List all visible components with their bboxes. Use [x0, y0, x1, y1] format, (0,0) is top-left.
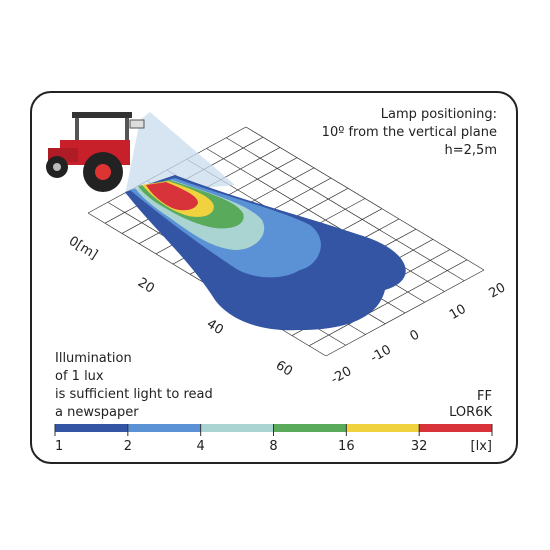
note: Illumination of 1 lux is sufficient ligh…: [55, 351, 213, 420]
distance-label: 20: [135, 275, 157, 296]
scale-label: 4: [197, 439, 205, 454]
grid-line: [226, 137, 465, 282]
color-scale: 1 2 4 8 16 32 [lx]: [54, 424, 493, 454]
header-line: h=2,5m: [445, 143, 497, 158]
note-line: a newspaper: [55, 405, 139, 420]
header: Lamp positioning: 10º from the vertical …: [322, 107, 497, 158]
header-line: 10º from the vertical plane: [322, 125, 497, 140]
distance-label: 40: [204, 317, 226, 338]
scale-segment: [127, 424, 201, 432]
note-line: of 1 lux: [55, 369, 104, 384]
scale-segment: [273, 424, 347, 432]
scale-segment: [200, 424, 274, 432]
scale-segment: [55, 424, 128, 432]
header-line: Lamp positioning:: [381, 107, 497, 122]
grid-line: [245, 126, 485, 271]
scale-label: 1: [55, 439, 63, 454]
scale-label: 8: [269, 439, 277, 454]
scale-unit: [lx]: [471, 439, 492, 454]
light-cone: [125, 112, 235, 195]
note-line: is sufficient light to read: [55, 387, 213, 402]
scale-label: 2: [124, 439, 132, 454]
zone-32: [146, 182, 198, 211]
product-line: LOR6K: [449, 405, 492, 420]
scale-label: 16: [338, 439, 355, 454]
note-line: Illumination: [55, 351, 132, 366]
scale-segment: [419, 424, 492, 432]
scale-label: 32: [411, 439, 428, 454]
distance-label: 60: [273, 358, 295, 379]
scale-segment: [346, 424, 420, 432]
product-line: FF: [477, 389, 492, 404]
lateral-label: 20: [487, 280, 509, 301]
tractor: [46, 112, 145, 192]
lateral-label: 10: [447, 302, 469, 323]
